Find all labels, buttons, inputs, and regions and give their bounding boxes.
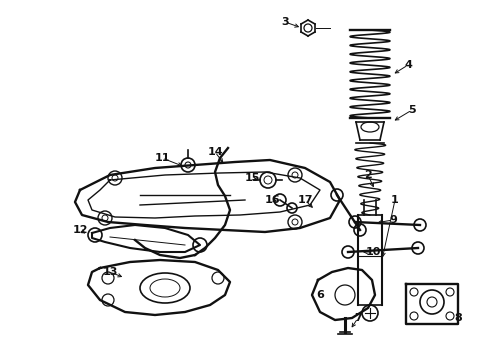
Text: 13: 13 bbox=[102, 267, 118, 277]
Text: 10: 10 bbox=[366, 247, 381, 257]
Text: 1: 1 bbox=[391, 195, 399, 205]
Text: 6: 6 bbox=[316, 290, 324, 300]
Text: 17: 17 bbox=[297, 195, 313, 205]
Text: 2: 2 bbox=[364, 170, 372, 180]
Text: 15: 15 bbox=[245, 173, 260, 183]
Text: 9: 9 bbox=[389, 215, 397, 225]
Text: 7: 7 bbox=[354, 313, 362, 323]
Text: 5: 5 bbox=[408, 105, 416, 115]
Text: 4: 4 bbox=[404, 60, 412, 70]
Text: 11: 11 bbox=[154, 153, 170, 163]
Text: 14: 14 bbox=[207, 147, 223, 157]
Text: 12: 12 bbox=[72, 225, 88, 235]
Text: 8: 8 bbox=[454, 313, 462, 323]
Text: 16: 16 bbox=[264, 195, 280, 205]
Text: 3: 3 bbox=[281, 17, 289, 27]
